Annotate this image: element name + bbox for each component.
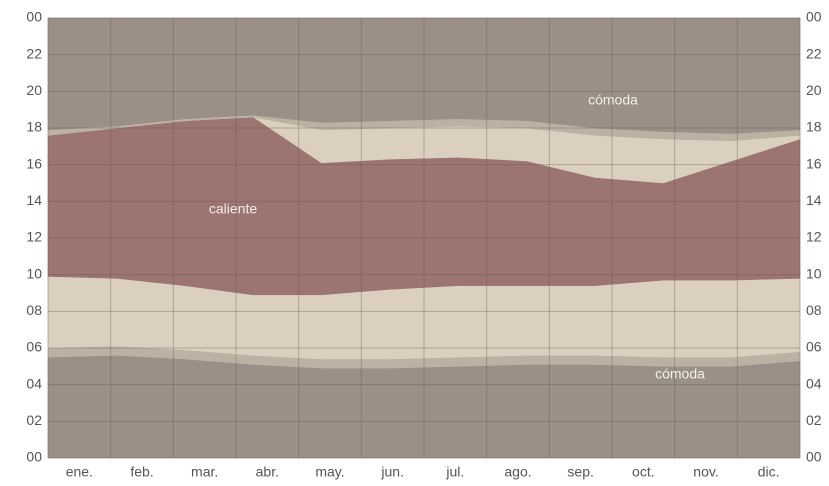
annotation: cómoda <box>655 366 705 382</box>
x-tick-label: jul. <box>445 464 464 480</box>
y-tick-label-right: 06 <box>806 339 822 355</box>
y-tick-label-right: 00 <box>806 9 822 25</box>
y-tick-label-right: 10 <box>806 265 822 281</box>
x-tick-label: nov. <box>693 464 718 480</box>
annotation: caliente <box>209 201 257 217</box>
y-tick-label: 00 <box>26 449 42 465</box>
x-tick-label: dic. <box>758 464 780 480</box>
area-segment <box>47 17 801 134</box>
y-tick-label-right: 08 <box>806 302 822 318</box>
y-tick-label: 00 <box>26 9 42 25</box>
y-tick-label: 08 <box>26 302 42 318</box>
y-tick-label-right: 16 <box>806 155 822 171</box>
x-tick-label: ene. <box>66 464 93 480</box>
x-tick-label: may. <box>315 464 344 480</box>
y-tick-label: 02 <box>26 412 42 428</box>
y-tick-label-right: 02 <box>806 412 822 428</box>
y-tick-label-right: 20 <box>806 82 822 98</box>
y-tick-label: 22 <box>26 45 42 61</box>
x-tick-label: oct. <box>632 464 655 480</box>
y-tick-label-right: 04 <box>806 375 822 391</box>
x-tick-label: abr. <box>256 464 279 480</box>
y-tick-label: 04 <box>26 375 42 391</box>
y-tick-label: 18 <box>26 119 42 135</box>
x-tick-label: mar. <box>191 464 218 480</box>
x-tick-label: feb. <box>130 464 153 480</box>
y-tick-label-right: 12 <box>806 229 822 245</box>
y-tick-label-right: 00 <box>806 449 822 465</box>
x-tick-label: jun. <box>380 464 404 480</box>
x-tick-label: ago. <box>504 464 531 480</box>
x-tick-label: sep. <box>567 464 593 480</box>
y-tick-label: 10 <box>26 265 42 281</box>
y-tick-label: 20 <box>26 82 42 98</box>
annotation: cómoda <box>588 92 638 108</box>
y-tick-label-right: 14 <box>806 192 822 208</box>
y-tick-label: 16 <box>26 155 42 171</box>
y-tick-label: 06 <box>26 339 42 355</box>
y-tick-label: 12 <box>26 229 42 245</box>
y-tick-label: 14 <box>26 192 42 208</box>
y-tick-label-right: 22 <box>806 45 822 61</box>
y-tick-label-right: 18 <box>806 119 822 135</box>
